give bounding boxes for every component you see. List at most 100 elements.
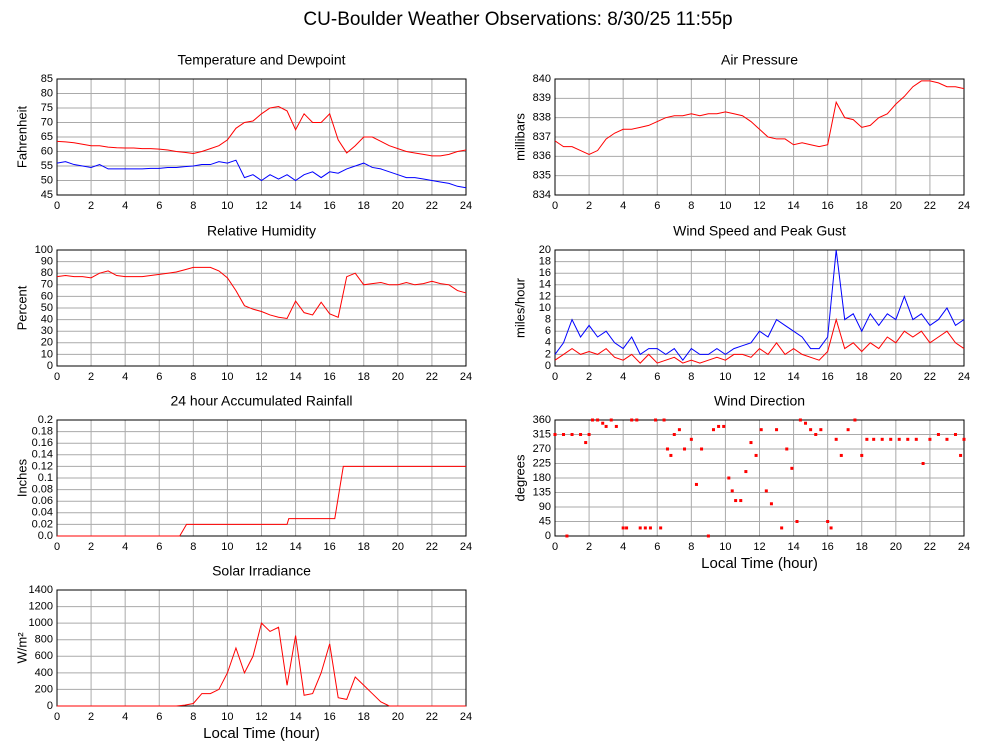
data-point bbox=[625, 526, 629, 530]
data-point bbox=[798, 418, 802, 422]
y-tick-label: 12 bbox=[539, 290, 551, 302]
y-tick-label: 135 bbox=[533, 486, 551, 498]
x-tick-label: 16 bbox=[822, 200, 834, 212]
y-tick-label: 16 bbox=[539, 267, 551, 279]
x-tick-label: 20 bbox=[392, 711, 404, 723]
x-tick-label: 0 bbox=[552, 541, 558, 553]
y-tick-label: 180 bbox=[533, 472, 551, 484]
y-tick-label: 55 bbox=[41, 160, 53, 172]
y-tick-label: 840 bbox=[533, 73, 551, 85]
y-tick-label: 70 bbox=[41, 279, 53, 291]
x-tick-label: 4 bbox=[122, 200, 128, 212]
x-axis-label: Local Time (hour) bbox=[701, 555, 818, 572]
x-tick-label: 16 bbox=[324, 711, 336, 723]
chart-title: Wind Direction bbox=[714, 393, 805, 409]
x-tick-label: 24 bbox=[958, 200, 970, 212]
x-tick-label: 12 bbox=[255, 711, 267, 723]
x-tick-label: 14 bbox=[289, 541, 301, 553]
data-point bbox=[604, 424, 608, 428]
x-tick-label: 22 bbox=[426, 371, 438, 383]
data-point bbox=[897, 437, 901, 441]
x-tick-label: 10 bbox=[221, 200, 233, 212]
x-tick-label: 10 bbox=[221, 371, 233, 383]
y-tick-label: 0.0 bbox=[38, 530, 53, 542]
x-tick-label: 0 bbox=[552, 200, 558, 212]
data-point bbox=[739, 499, 743, 503]
x-tick-label: 4 bbox=[620, 541, 626, 553]
y-axis-label: Inches bbox=[14, 458, 29, 497]
x-tick-label: 18 bbox=[856, 371, 868, 383]
data-point bbox=[584, 441, 588, 445]
data-point bbox=[865, 437, 869, 441]
data-point bbox=[880, 437, 884, 441]
x-tick-label: 12 bbox=[753, 541, 765, 553]
data-point bbox=[928, 437, 932, 441]
data-point bbox=[764, 489, 768, 493]
figure-title: CU-Boulder Weather Observations: 8/30/25… bbox=[303, 9, 732, 30]
data-point bbox=[727, 476, 731, 480]
x-tick-label: 24 bbox=[958, 371, 970, 383]
y-axis-label: degrees bbox=[512, 454, 527, 501]
plot-frame bbox=[56, 419, 467, 537]
x-tick-label: 16 bbox=[324, 371, 336, 383]
y-axis-label: Percent bbox=[14, 285, 29, 330]
x-tick-label: 4 bbox=[620, 371, 626, 383]
plot-frame bbox=[56, 589, 467, 707]
chart-title: Wind Speed and Peak Gust bbox=[673, 223, 846, 239]
data-point bbox=[672, 433, 676, 436]
y-tick-label: 20 bbox=[41, 337, 53, 349]
data-point bbox=[826, 520, 830, 523]
data-point bbox=[711, 428, 715, 432]
data-point bbox=[834, 437, 838, 441]
y-tick-label: 0.16 bbox=[32, 437, 53, 449]
data-point bbox=[785, 447, 789, 451]
x-tick-label: 16 bbox=[324, 200, 336, 212]
y-tick-label: 400 bbox=[35, 667, 53, 679]
y-tick-label: 360 bbox=[533, 414, 551, 426]
data-point bbox=[601, 421, 605, 425]
x-tick-label: 24 bbox=[460, 371, 472, 383]
data-point bbox=[734, 499, 738, 503]
data-point bbox=[562, 433, 566, 436]
y-tick-label: 60 bbox=[41, 290, 53, 302]
y-tick-label: 1200 bbox=[29, 600, 53, 612]
data-point bbox=[677, 428, 681, 432]
y-tick-label: 30 bbox=[41, 325, 53, 337]
x-tick-label: 10 bbox=[221, 541, 233, 553]
x-tick-label: 2 bbox=[88, 200, 94, 212]
x-tick-label: 14 bbox=[787, 541, 799, 553]
y-tick-label: 225 bbox=[533, 457, 551, 469]
x-tick-label: 18 bbox=[856, 541, 868, 553]
data-point bbox=[630, 418, 634, 422]
y-tick-label: 40 bbox=[41, 314, 53, 326]
x-tick-label: 0 bbox=[54, 711, 60, 723]
x-tick-label: 24 bbox=[460, 200, 472, 212]
x-tick-label: 18 bbox=[358, 200, 370, 212]
chart-title: 24 hour Accumulated Rainfall bbox=[170, 393, 352, 409]
x-tick-label: 14 bbox=[289, 371, 301, 383]
x-tick-label: 18 bbox=[856, 200, 868, 212]
data-point bbox=[587, 433, 591, 436]
y-tick-label: 600 bbox=[35, 650, 53, 662]
y-tick-label: 85 bbox=[41, 73, 53, 85]
y-tick-label: 70 bbox=[41, 116, 53, 128]
y-axis-label: W/m² bbox=[14, 632, 29, 664]
x-tick-label: 8 bbox=[688, 541, 694, 553]
x-tick-label: 22 bbox=[426, 200, 438, 212]
x-tick-label: 8 bbox=[688, 200, 694, 212]
data-point bbox=[665, 447, 669, 451]
x-tick-label: 10 bbox=[719, 541, 731, 553]
y-tick-label: 20 bbox=[539, 244, 551, 256]
x-tick-label: 4 bbox=[122, 711, 128, 723]
x-tick-label: 4 bbox=[122, 541, 128, 553]
x-tick-label: 0 bbox=[54, 371, 60, 383]
data-point bbox=[872, 437, 876, 441]
x-tick-label: 4 bbox=[122, 371, 128, 383]
y-tick-label: 80 bbox=[41, 87, 53, 99]
y-tick-label: 834 bbox=[533, 189, 551, 201]
y-tick-label: 0.12 bbox=[32, 460, 53, 472]
plot-frame bbox=[56, 249, 467, 367]
y-tick-label: 90 bbox=[41, 256, 53, 268]
y-tick-label: 1000 bbox=[29, 617, 53, 629]
y-tick-label: 270 bbox=[533, 443, 551, 455]
